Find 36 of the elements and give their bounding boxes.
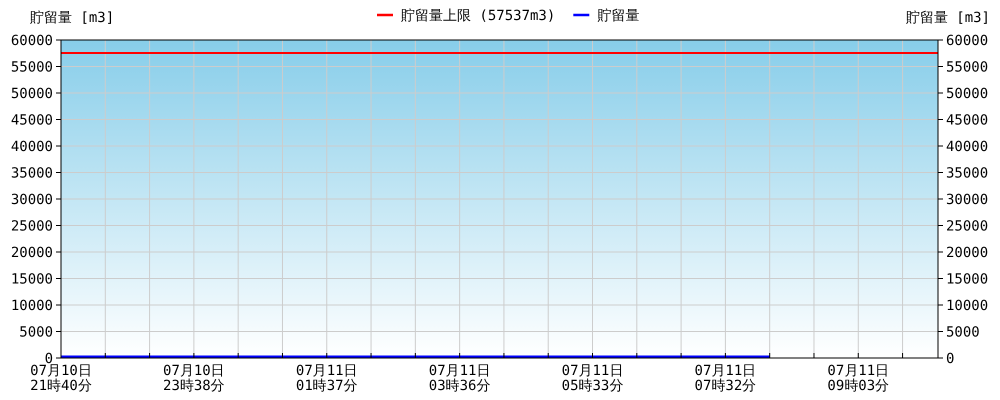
y-tick-label: 5000 xyxy=(19,324,53,340)
y2-tick-label: 40000 xyxy=(946,139,988,155)
y-tick-label: 55000 xyxy=(10,60,53,76)
y2-axis-title: 貯留量 [m3] xyxy=(906,10,990,26)
y2-tick-label: 25000 xyxy=(946,218,988,234)
y-axis-title: 貯留量 [m3] xyxy=(30,10,114,26)
y-tick-label: 20000 xyxy=(10,245,53,261)
x-tick-label: 07月11日 09時03分 xyxy=(827,363,890,394)
y2-tick-label: 35000 xyxy=(946,166,988,182)
y2-tick-label: 20000 xyxy=(946,245,988,261)
y2-tick-label: 5000 xyxy=(946,324,980,340)
y2-tick-label: 10000 xyxy=(946,298,988,314)
y2-tick-label: 0 xyxy=(946,351,954,367)
y-tick-label: 15000 xyxy=(10,272,53,288)
x-tick-label: 07月11日 05時33分 xyxy=(562,363,624,394)
y2-tick-label: 30000 xyxy=(946,192,988,208)
y-tick-label: 40000 xyxy=(10,139,53,155)
x-tick-label: 07月11日 03時36分 xyxy=(428,363,490,394)
y2-tick-label: 60000 xyxy=(946,33,988,49)
y2-tick-label: 15000 xyxy=(946,272,988,288)
y-tick-label: 45000 xyxy=(10,112,53,128)
y-tick-label: 50000 xyxy=(10,86,53,102)
x-tick-label: 07月10日 23時38分 xyxy=(163,363,225,394)
y2-tick-label: 55000 xyxy=(946,60,988,76)
x-tick-label: 07月11日 07時32分 xyxy=(694,363,756,394)
y2-tick-label: 45000 xyxy=(946,112,988,128)
legend-label: 貯留量上限 (57537m3) xyxy=(401,8,556,24)
y-tick-label: 60000 xyxy=(10,33,53,49)
y-tick-label: 35000 xyxy=(10,166,53,182)
y2-tick-label: 50000 xyxy=(946,86,988,102)
x-tick-label: 07月10日 21時40分 xyxy=(30,363,92,394)
y-tick-label: 25000 xyxy=(10,218,53,234)
legend-label: 貯留量 xyxy=(597,8,640,24)
y-tick-label: 10000 xyxy=(10,298,53,314)
x-tick-label: 07月11日 01時37分 xyxy=(296,363,358,394)
y-tick-label: 30000 xyxy=(10,192,53,208)
